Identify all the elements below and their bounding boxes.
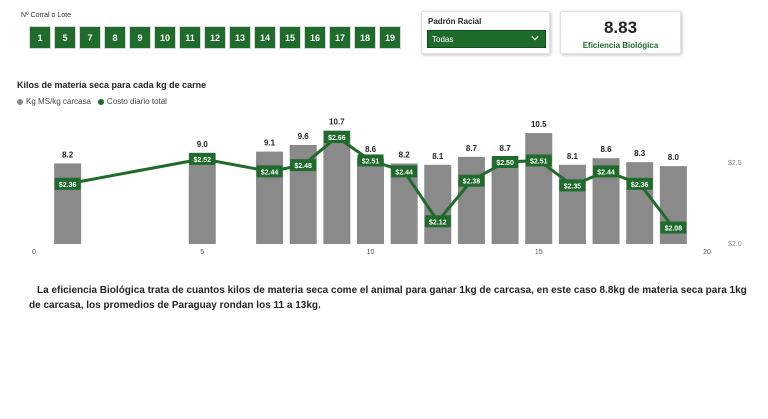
bar-label-8: 9.6: [298, 132, 310, 141]
kpi-value: 8.83: [603, 18, 638, 37]
corral-button-5[interactable]: 5: [54, 26, 76, 49]
legend-item-line[interactable]: Costo diario total: [97, 97, 167, 106]
x-tick-10: 10: [367, 249, 375, 256]
bar-label-11: 8.2: [399, 150, 411, 159]
line-label-7: $2.44: [261, 169, 279, 176]
kpi-label: Eficiencia Biológica: [582, 41, 659, 50]
padron-racial-card: Padrón Racial Todas: [421, 11, 550, 54]
line-label-box-10: [357, 154, 384, 167]
bar-10: [357, 158, 384, 244]
y2-tick-1: $2.0: [728, 241, 742, 248]
legend-label-bars: Kg MS/kg carcasa: [26, 97, 91, 106]
line-label-box-13: [458, 174, 485, 187]
bar-label-15: 10.5: [531, 120, 547, 129]
line-label-9: $2.66: [328, 135, 346, 142]
corral-button-8[interactable]: 8: [104, 26, 126, 49]
legend-label-line: Costo diario total: [106, 97, 167, 106]
bar-label-17: 8.6: [600, 145, 612, 154]
line-label-10: $2.51: [362, 158, 380, 165]
line-label-box-7: [256, 165, 283, 178]
bar-label-19: 8.0: [668, 153, 680, 162]
line-label-box-19: [660, 221, 687, 234]
corral-button-13[interactable]: 13: [229, 26, 251, 49]
bar-5: [188, 152, 216, 244]
corral-button-18[interactable]: 18: [354, 26, 376, 49]
chart-title: Kilos de materia seca para cada kg de ca…: [17, 80, 207, 90]
bar-label-14: 8.7: [500, 144, 512, 153]
bar-9: [323, 130, 351, 244]
bar-label-7: 9.1: [264, 139, 276, 148]
corral-button-12[interactable]: 12: [204, 26, 226, 49]
corral-button-15[interactable]: 15: [279, 26, 301, 49]
corral-slicer: 1 5 7 8 9 10 11 12 13 14 15 16 17 18 19: [29, 26, 401, 49]
line-label-12: $2.12: [429, 219, 447, 226]
chart-legend: Kg MS/kg carcasa Costo diario total: [17, 97, 167, 106]
bar-15: [525, 133, 553, 244]
x-tick-20: 20: [703, 249, 711, 256]
corral-button-7[interactable]: 7: [79, 26, 101, 49]
y2-tick-0: $2.5: [728, 160, 742, 167]
line-label-19: $2.08: [665, 226, 683, 233]
line-label-box-9: [323, 131, 350, 144]
bar-label-12: 8.1: [432, 152, 444, 161]
line-label-box-1: [54, 177, 81, 190]
line-label-13: $2.38: [463, 179, 481, 186]
corral-button-9[interactable]: 9: [129, 26, 151, 49]
line-label-box-5: [189, 152, 216, 165]
x-tick-5: 5: [200, 249, 204, 256]
legend-item-bars[interactable]: Kg MS/kg carcasa: [17, 97, 91, 106]
corral-button-11[interactable]: 11: [179, 26, 201, 49]
line-label-box-8: [290, 159, 317, 172]
line-label-18: $2.36: [631, 182, 649, 189]
eficiencia-kpi-card: 8.83 Eficiencia Biológica: [560, 11, 681, 54]
bar-1: [54, 163, 82, 244]
line-label-5: $2.52: [193, 157, 211, 164]
corral-button-17[interactable]: 17: [329, 26, 351, 49]
legend-dot-bars: [17, 98, 23, 105]
corral-button-19[interactable]: 19: [379, 26, 401, 49]
padron-racial-selected: Todas: [432, 34, 454, 44]
bar-label-13: 8.7: [466, 144, 478, 153]
combo-chart: 8.2 9.0 9.1 9.6 10.7 8.6 8.2 8.1 8.7 8.7 10.5 8.1 8.…: [32, 117, 742, 256]
legend-dot-line: [97, 98, 104, 105]
x-tick-15: 15: [535, 249, 543, 256]
description-text: La eficiencia Biológica trata de cuantos…: [29, 285, 747, 311]
bar-12: [424, 164, 452, 244]
bar-14: [491, 156, 519, 244]
bar-label-16: 8.1: [567, 152, 579, 161]
corral-button-14[interactable]: 14: [254, 26, 276, 49]
line-label-box-15: [525, 154, 552, 167]
line-label-box-17: [593, 165, 620, 178]
bar-13: [457, 156, 485, 244]
bar-18: [626, 162, 654, 244]
corral-slicer-label: Nº Corral o Lote: [21, 12, 72, 19]
bar-label-1: 8.2: [62, 150, 74, 159]
bar-label-18: 8.3: [634, 149, 646, 158]
line-label-16: $2.35: [564, 183, 582, 190]
line-label-box-14: [492, 156, 519, 168]
line-label-box-11: [391, 165, 418, 178]
line-label-15: $2.51: [530, 158, 548, 165]
line-label-1: $2.36: [59, 182, 77, 189]
corral-button-1[interactable]: 1: [29, 26, 51, 49]
bar-label-9: 10.7: [329, 117, 345, 126]
bar-label-10: 8.6: [365, 145, 377, 154]
corral-button-16[interactable]: 16: [304, 26, 326, 49]
line-label-14: $2.50: [496, 160, 514, 167]
line-label-box-16: [559, 179, 586, 192]
line-label-11: $2.44: [395, 169, 413, 176]
x-tick-0: 0: [32, 249, 36, 256]
bar-label-5: 9.0: [197, 140, 209, 149]
chevron-down-icon: [531, 36, 539, 41]
padron-racial-title: Padrón Racial: [428, 17, 482, 26]
corral-button-10[interactable]: 10: [154, 26, 176, 49]
line-label-8: $2.48: [294, 163, 312, 170]
line-label-17: $2.44: [597, 169, 615, 176]
padron-racial-dropdown[interactable]: Todas: [427, 30, 546, 48]
line-label-box-12: [424, 215, 451, 228]
line-label-box-18: [626, 177, 653, 190]
